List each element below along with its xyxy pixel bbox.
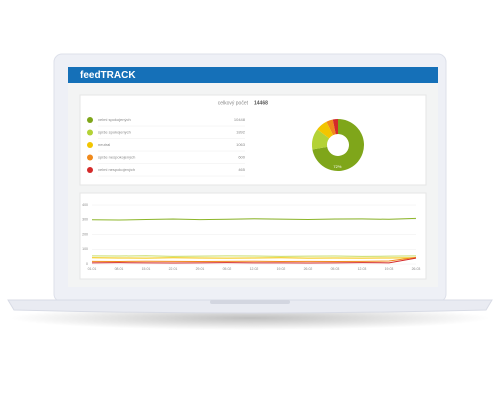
x-tick-label: 15.01 (142, 267, 151, 271)
legend-dot (87, 155, 93, 161)
y-tick-label: 100 (82, 247, 88, 251)
x-tick-label: 29.01 (196, 267, 205, 271)
laptop-notch (210, 300, 290, 304)
series-line (92, 256, 416, 257)
x-tick-label: 22.01 (169, 267, 178, 271)
legend-dot (87, 142, 93, 148)
legend-label: neutral (98, 142, 110, 147)
legend-label: spíše spokojených (98, 130, 131, 135)
legend-label: spíše nespokojených (98, 155, 135, 160)
legend-label: velmi spokojených (98, 117, 131, 122)
x-tick-label: 05.02 (223, 267, 232, 271)
x-tick-label: 05.03 (331, 267, 340, 271)
y-tick-label: 300 (82, 218, 88, 222)
y-tick-label: 400 (82, 203, 88, 207)
legend-value: 1892 (236, 130, 246, 135)
y-tick-label: 200 (82, 232, 88, 236)
y-tick-label: 0 (86, 262, 88, 266)
total-label: celkový počet (218, 100, 249, 106)
legend-value: 465 (238, 167, 245, 172)
legend-dot (87, 130, 93, 136)
legend-label: velmi nespokojených (98, 167, 135, 172)
legend-value: 10448 (234, 117, 246, 122)
pie-label: 72% (333, 164, 341, 169)
x-tick-label: 12.03 (358, 267, 367, 271)
x-tick-label: 08.01 (115, 267, 124, 271)
legend-dot (87, 117, 93, 123)
x-tick-label: 19.03 (385, 267, 394, 271)
legend-value: 1063 (236, 142, 246, 147)
x-tick-label: 26.03 (412, 267, 421, 271)
x-tick-label: 19.02 (277, 267, 286, 271)
app-title: feedTRACK (80, 70, 136, 81)
legend-dot (87, 167, 93, 173)
x-tick-label: 12.02 (250, 267, 259, 271)
x-tick-label: 26.02 (304, 267, 313, 271)
legend-value: 600 (238, 155, 245, 160)
total-value: 14468 (254, 100, 268, 106)
x-tick-label: 01.01 (88, 267, 97, 271)
